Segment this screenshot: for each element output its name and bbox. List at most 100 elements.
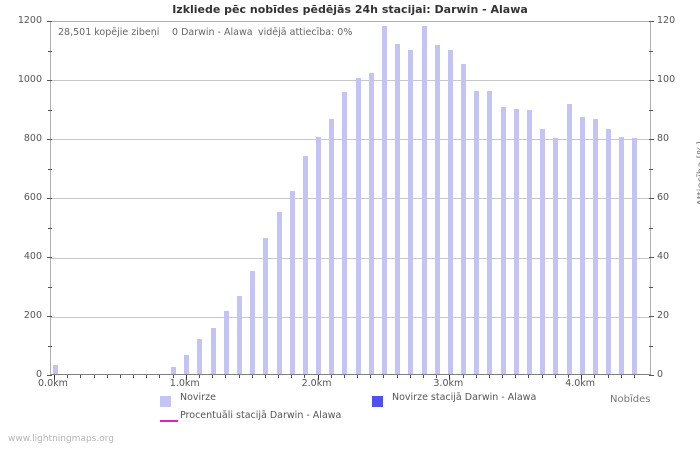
x-axis-minor-tick [330, 375, 332, 378]
bar [368, 73, 374, 374]
y-axis-right-minor-tick [649, 227, 653, 229]
y-axis-right-minor-tick [649, 109, 653, 111]
bar [461, 64, 467, 374]
bar [500, 107, 506, 374]
y-axis-left-tick [47, 316, 52, 317]
x-axis-tick-label: 4.0km [565, 378, 596, 389]
x-axis-minor-tick [225, 375, 227, 378]
bar [540, 129, 546, 374]
y-axis-right-tick [649, 198, 654, 199]
x-axis-tick [54, 375, 55, 380]
x-axis-minor-tick [93, 375, 95, 378]
bar [342, 92, 348, 374]
x-axis-minor-tick [515, 375, 517, 378]
bar [619, 136, 625, 374]
y-axis-right-minor-tick [649, 50, 653, 52]
bar [434, 45, 440, 374]
bar [263, 238, 269, 374]
x-axis-minor-tick [502, 375, 504, 378]
bar [329, 118, 335, 374]
y-axis-right-minor-tick [649, 168, 653, 170]
y-axis-right-tick [649, 257, 654, 258]
legend-label: Procentuāli stacijā Darwin - Alawa [180, 410, 342, 421]
y-axis-left-tick-label: 1000 [17, 74, 42, 85]
x-axis-tick [185, 375, 187, 380]
y-axis-left-minor-tick [48, 286, 52, 288]
legend-color-swatch [372, 396, 383, 407]
y-axis-left-minor-tick [48, 345, 52, 347]
bar [408, 49, 414, 374]
x-axis-tick-label: 3.0km [433, 378, 464, 389]
x-axis-tick [449, 375, 451, 380]
y-axis-right-tick-label: 80 [657, 133, 670, 144]
x-axis-minor-tick [343, 375, 345, 378]
y-axis-left-minor-tick [48, 50, 52, 52]
bar [632, 138, 638, 374]
footer-watermark: www.lightningmaps.org [8, 434, 114, 444]
x-axis-tick-label: 2.0km [301, 378, 332, 389]
y-axis-right-tick [649, 21, 654, 22]
bar [447, 49, 453, 374]
legend-label: Novirze [180, 392, 216, 403]
y-axis-right-tick [649, 375, 654, 376]
x-axis-minor-tick [594, 375, 596, 378]
x-axis-minor-tick [475, 375, 477, 378]
y-axis-right-tick-label: 40 [657, 251, 670, 262]
x-axis-minor-tick [264, 375, 266, 378]
x-axis-minor-tick [554, 375, 556, 378]
gridline [51, 317, 650, 318]
y-axis-left-tick-label: 800 [23, 133, 42, 144]
plot-area [50, 21, 651, 375]
bar [553, 138, 559, 374]
bar [302, 155, 308, 374]
bar [184, 354, 190, 374]
y-axis-right-tick-label: 0 [657, 369, 664, 380]
y-axis-left-tick [47, 375, 52, 376]
bar [526, 109, 532, 374]
x-axis-tick-label: 0.0km [38, 378, 68, 389]
y-axis-left-minor-tick [48, 227, 52, 229]
annotation-total-strikes: 28,501 kopējie zibeņi [58, 27, 160, 38]
y-axis-left-minor-tick [48, 109, 52, 111]
y-axis-left-tick-label: 600 [23, 192, 42, 203]
y-axis-right-tick-label: 120 [657, 15, 676, 26]
x-axis-minor-tick [198, 375, 200, 378]
bar [250, 270, 256, 374]
x-axis-minor-tick [304, 375, 306, 378]
y-axis-left-tick [47, 80, 52, 81]
legend-label: Novirze stacijā Darwin - Alawa [392, 392, 537, 403]
x-axis-minor-tick [159, 375, 161, 378]
x-axis-minor-tick [409, 375, 411, 378]
y-axis-right-minor-tick [649, 345, 653, 347]
x-axis-minor-tick [357, 375, 359, 378]
x-axis-minor-tick [528, 375, 530, 378]
x-axis-tick [581, 375, 583, 380]
y-axis-left-tick-label: 1200 [17, 15, 42, 26]
x-axis-minor-tick [568, 375, 569, 378]
bar [223, 310, 229, 374]
annotation-average-ratio: vidējā attiecība: 0% [258, 27, 353, 38]
gridline [51, 258, 650, 259]
bar [289, 191, 295, 374]
y-axis-right-tick-label: 60 [657, 192, 670, 203]
x-axis-minor-tick [212, 375, 214, 378]
bar [316, 136, 322, 374]
x-axis-minor-tick [541, 375, 543, 378]
x-axis-minor-tick [436, 375, 438, 378]
x-axis-title: Nobīdes [610, 394, 651, 405]
x-axis-minor-tick [278, 375, 280, 378]
x-axis-minor-tick [607, 375, 609, 378]
x-axis-minor-tick [620, 375, 622, 378]
x-axis-minor-tick [291, 375, 293, 378]
legend-line-swatch [160, 420, 178, 422]
x-axis-minor-tick [488, 375, 490, 378]
y-axis-left-minor-tick [48, 168, 52, 170]
y-axis-left-tick [47, 139, 52, 140]
y-axis-right-tick [649, 80, 654, 81]
x-axis-minor-tick [67, 375, 69, 378]
bar [210, 328, 216, 374]
x-axis-minor-tick [172, 375, 174, 378]
y-axis-right-tick [649, 316, 654, 317]
x-axis-minor-tick [251, 375, 253, 378]
